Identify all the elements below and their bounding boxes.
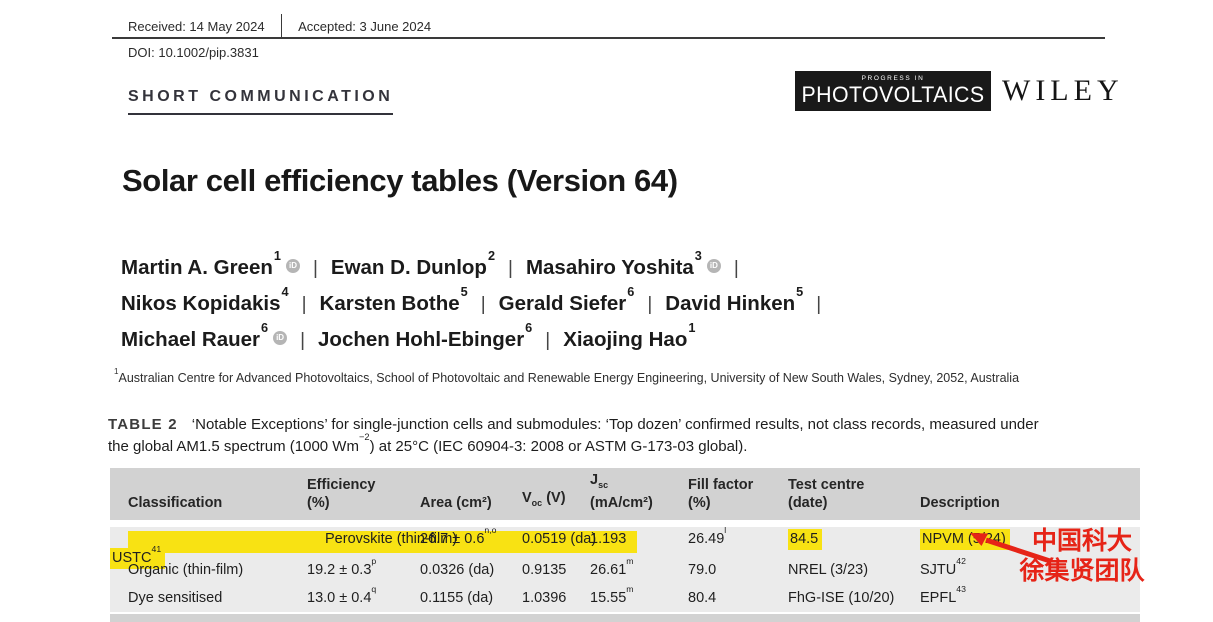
affiliation: 1Australian Centre for Advanced Photovol… [114,367,1020,385]
cell-voc: 1.0396 [522,590,567,606]
cell-voc: 0.9135 [522,562,567,578]
journal-logo-kicker: PROGRESS IN [861,75,925,82]
author-separator: | [508,258,513,279]
author-name: Gerald Siefer6 [498,284,635,315]
author-separator: | [545,330,551,351]
publisher-logo: WILEY [1002,74,1124,107]
annotation-arrow-icon [970,533,1051,564]
author-list: Martin A. Green1 iD | Ewan D. Dunlop2 | Masah… [121,250,834,358]
table-bottom-strip [110,614,1140,622]
author-name: Ewan D. Dunlop2 [330,248,496,279]
cell-classification: Perovskite (thin-film) [325,531,458,547]
author-line-1: Martin A. Green1 iD | Ewan D. Dunlop2 | Masah… [121,250,834,286]
author-line-2: Nikos Kopidakis4 | Karsten Bothe5 | Gerald S… [121,286,834,322]
cell-jsc: 26.61m [590,556,634,578]
author-name: David Hinken5 [665,284,804,315]
author-separator: | [312,258,318,279]
author-name: Jochen Hohl-Ebinger6 [318,320,533,351]
affiliation-marker: 1 [114,366,119,376]
cell-fill-factor: 79.0 [688,562,717,578]
table-row-organic: Organic (thin-film) 19.2 ± 0.3p 0.0326 (… [110,556,1140,584]
article-title: Solar cell efficiency tables (Version 64… [122,163,678,198]
author-line-3: Michael Rauer6 iD | Jochen Hohl-Ebinger6 | Xi… [121,322,834,358]
cell-description: SJTU42 [920,556,966,578]
author-separator: | [733,258,739,279]
table-caption: TABLE 2 ‘Notable Exceptions’ for single-j… [108,414,1148,458]
col-header-test-centre: Test centre (date) [788,477,865,511]
author-name: Nikos Kopidakis4 [121,284,289,315]
receipt-dates: Received: 14 May 2024 Accepted: 3 June 2… [128,14,431,38]
highlight-bar [128,531,637,553]
orcid-icon[interactable]: iD [285,259,300,273]
cell-efficiency: 19.2 ± 0.3p [307,556,377,578]
cell-test-centre: NREL (3/23) [788,562,869,578]
col-header-area: Area (cm²) [420,495,492,511]
col-header-classification: Classification [128,495,223,511]
cell-efficiency: 13.0 ± 0.4q [307,584,377,606]
author-separator: | [301,294,307,315]
orcid-icon[interactable]: iD [273,331,288,345]
table-caption-label: TABLE 2 [108,416,178,433]
cell-area: 0.1155 (da) [420,590,494,606]
annotation-text: 中国科大 徐集贤团队 [1012,526,1152,586]
article-type-label: SHORT COMMUNICATION [128,88,394,115]
journal-logo: PROGRESS IN PHOTOVOLTAICS [795,71,991,111]
affiliation-text: Australian Centre for Advanced Photovolt… [118,371,1020,385]
cell-area: 0.0326 (da) [420,562,495,578]
author-name: Karsten Bothe5 [319,284,468,315]
author-separator: | [647,294,653,315]
meta-divider [280,14,283,38]
cell-area: 0.0519 (da) [522,531,597,547]
doi-text: DOI: 10.1002/pip.3831 [128,45,259,60]
author-name: Martin A. Green1 [121,248,281,279]
col-header-voc: Voc (V) [522,490,566,508]
cell-jsc: 15.55m [590,584,634,606]
results-table: Classification Efficiency (%) Area (cm²) … [110,468,1140,622]
author-separator: | [816,294,822,315]
table-row-dye: Dye sensitised 13.0 ± 0.4q 0.1155 (da) 1… [110,584,1140,612]
cell-classification: Organic (thin-film) [128,562,244,578]
col-header-efficiency: Efficiency (%) [307,477,376,511]
table-header-row: Classification Efficiency (%) Area (cm²) … [110,468,1140,520]
cell-test-centre: FhG-ISE (10/20) [788,590,895,606]
col-header-fill-factor: Fill factor (%) [688,477,754,511]
table-caption-text: ‘Notable Exceptions’ for single-junction… [108,416,1039,455]
cell-classification: Dye sensitised [128,590,223,606]
cell-description: USTC41 [110,545,307,569]
cell-fill-factor: 84.5 [788,529,920,550]
table-body: Perovskite (thin-film) 26.7 ± 0.6n,o 0.0… [110,525,1140,612]
col-header-jsc: Jsc (mA/cm²) [590,472,653,511]
table-header-gap [110,520,1140,527]
cell-jsc: 26.49l [688,525,727,547]
cell-voc: 1.193 [590,531,627,547]
author-name: Masahiro Yoshita3 [525,248,702,279]
annotation-line-1: 中国科大 [1031,527,1132,555]
cell-description: EPFL43 [920,584,966,606]
author-separator: | [480,294,486,315]
accepted-date: Accepted: 3 June 2024 [298,18,432,34]
journal-logo-title: PHOTOVOLTAICS [801,82,985,107]
cell-efficiency: 26.7 ± 0.6n,o [420,525,497,547]
orcid-icon[interactable]: iD [706,259,721,273]
cell-fill-factor: 80.4 [688,590,717,606]
col-header-description: Description [920,495,1000,511]
author-separator: | [300,330,306,351]
author-name: Michael Rauer6 [121,320,269,351]
annotation-line-2: 徐集贤团队 [1019,557,1145,585]
author-name: Xiaojing Hao1 [563,320,696,351]
header-rule [112,37,1105,39]
received-date: Received: 14 May 2024 [128,18,265,34]
